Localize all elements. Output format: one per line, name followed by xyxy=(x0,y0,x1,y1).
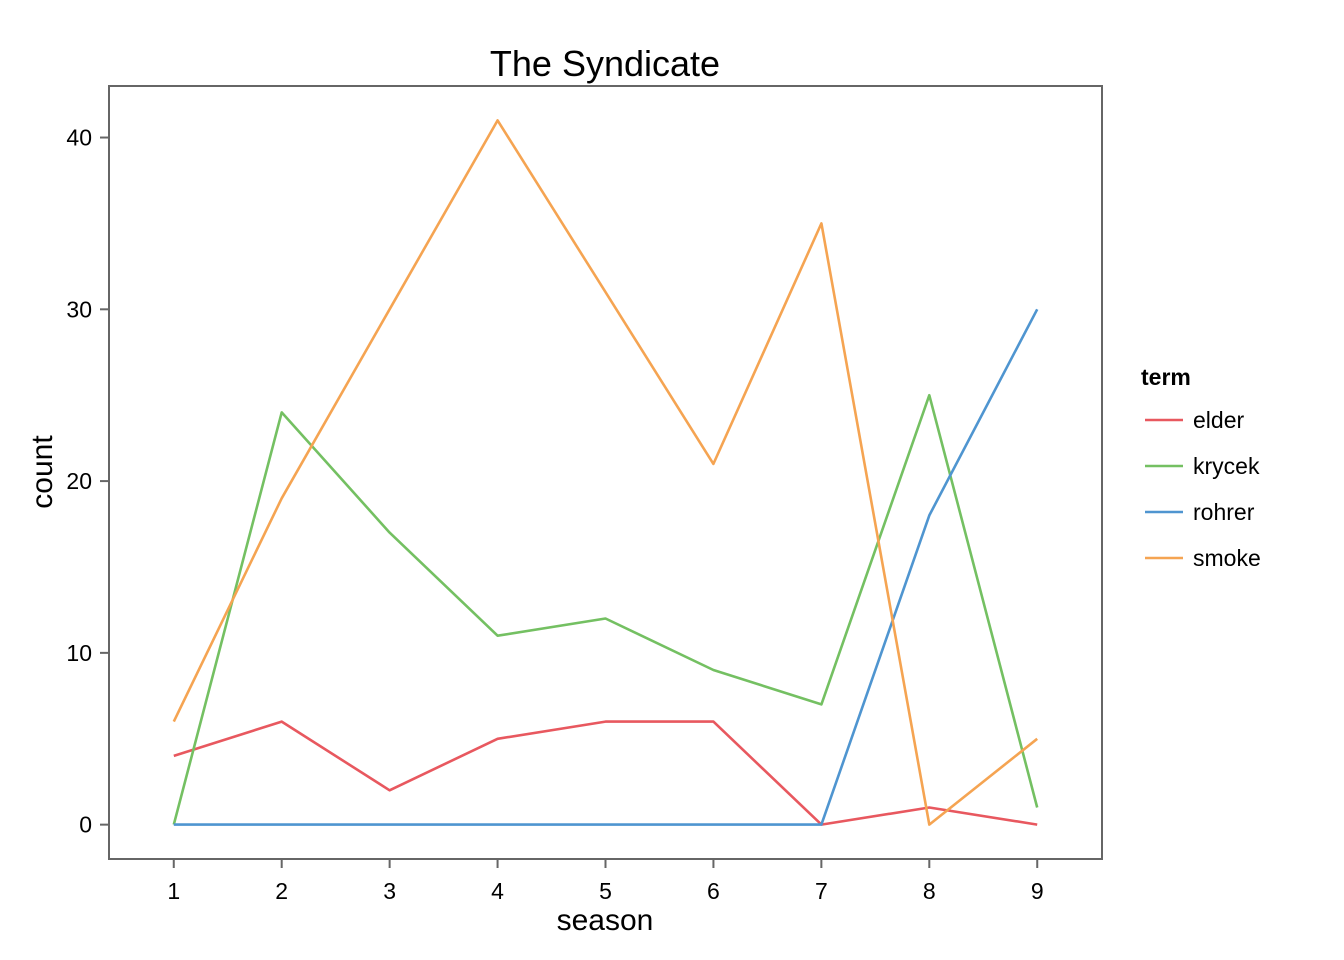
y-tick-label: 30 xyxy=(66,296,92,322)
x-axis: 1 2 3 4 5 6 7 8 9 xyxy=(167,859,1044,904)
x-axis-title: season xyxy=(557,904,654,937)
y-axis: 0 10 20 30 40 xyxy=(66,125,109,838)
y-tick-label: 40 xyxy=(66,125,92,151)
legend-label-elder: elder xyxy=(1193,407,1244,433)
legend-label-krycek: krycek xyxy=(1193,453,1260,479)
x-tick-label: 1 xyxy=(167,878,180,904)
x-tick-label: 8 xyxy=(923,878,936,904)
legend-label-smoke: smoke xyxy=(1193,545,1261,571)
legend-title: term xyxy=(1141,364,1191,390)
y-axis-title: count xyxy=(26,435,59,509)
y-tick-label: 10 xyxy=(66,640,92,666)
x-tick-label: 6 xyxy=(707,878,720,904)
x-tick-label: 2 xyxy=(275,878,288,904)
y-tick-label: 0 xyxy=(79,812,92,838)
series-line-rohrer xyxy=(173,308,1039,826)
x-tick-label: 7 xyxy=(815,878,828,904)
series-line-smoke xyxy=(172,119,1039,826)
series-line-elder xyxy=(173,720,1038,826)
legend-label-rohrer: rohrer xyxy=(1193,499,1255,525)
x-tick-label: 4 xyxy=(491,878,504,904)
chart-title: The Syndicate xyxy=(490,43,720,84)
x-tick-label: 3 xyxy=(383,878,396,904)
y-tick-label: 20 xyxy=(66,468,92,494)
x-tick-label: 5 xyxy=(599,878,612,904)
x-tick-label: 9 xyxy=(1031,878,1044,904)
series-lines xyxy=(172,119,1039,826)
legend: term elder krycek rohrer smoke xyxy=(1141,364,1261,571)
series-line-krycek xyxy=(172,393,1039,825)
